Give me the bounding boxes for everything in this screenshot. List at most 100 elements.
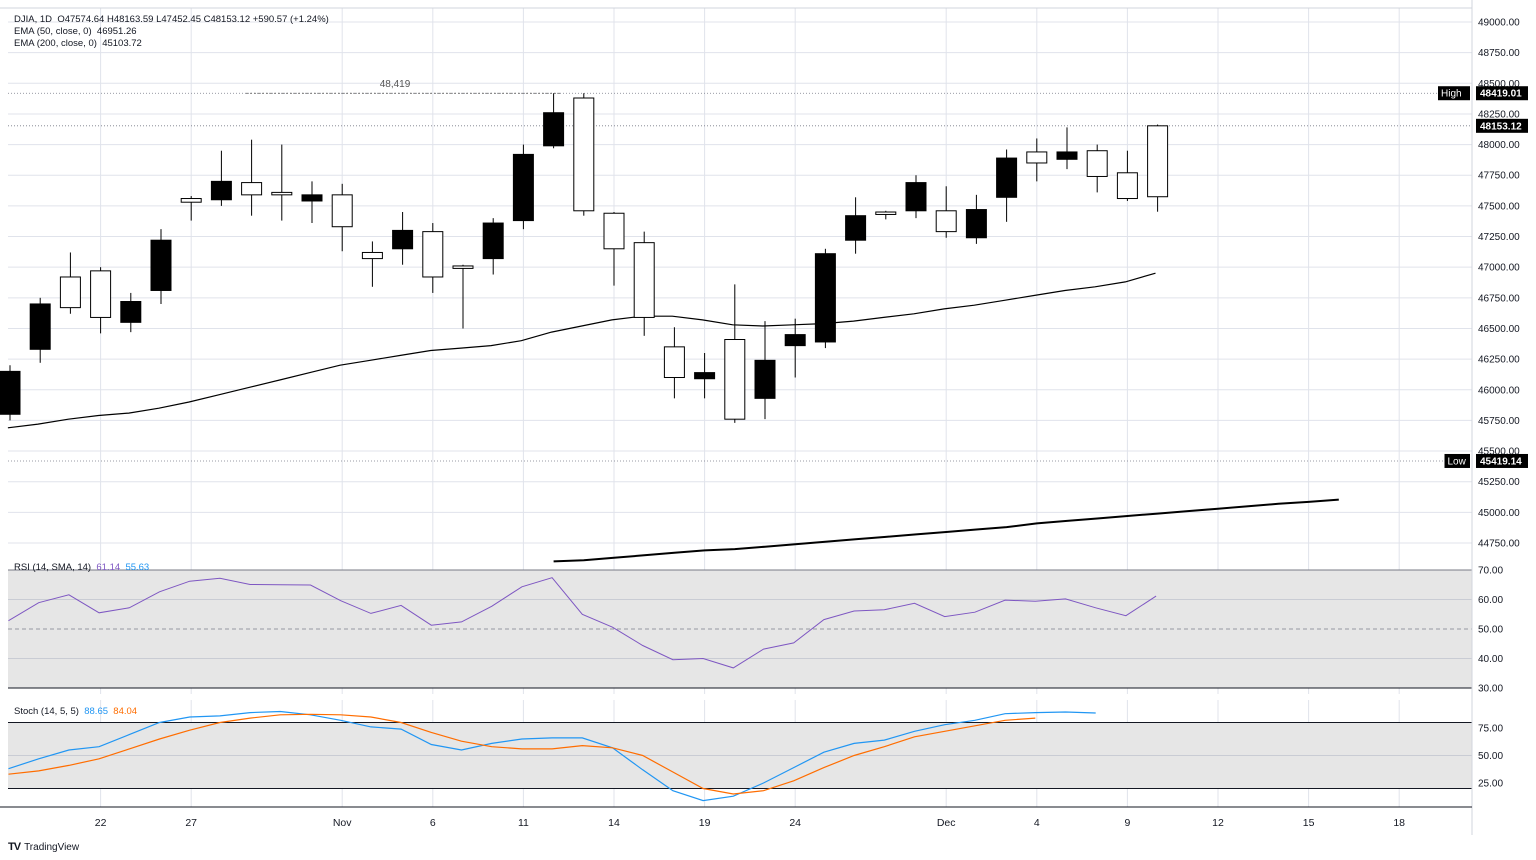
price-tick-label: 45000.00 — [1478, 508, 1520, 519]
candle-body-down — [482, 222, 504, 260]
candle-body-up — [241, 182, 263, 196]
rsi-tick-label: 50.00 — [1478, 625, 1503, 636]
ema50-legend[interactable]: EMA (50, close, 0) 46951.26 — [14, 26, 137, 38]
tradingview-logo[interactable]: TV TradingView — [8, 841, 79, 853]
candle-body-up — [663, 346, 685, 379]
price-tick-label: 47500.00 — [1478, 201, 1520, 212]
interval-label: 1D — [39, 14, 53, 25]
candle — [573, 93, 595, 216]
candle — [301, 181, 323, 224]
time-tick-label: 12 — [1212, 817, 1224, 829]
price-label-name-box — [1438, 86, 1470, 101]
time-tick-label: 19 — [699, 817, 711, 829]
rsi-ma-value: 55.63 — [125, 562, 150, 573]
candle-body-down — [301, 194, 323, 202]
time-tick-label: 18 — [1393, 817, 1405, 829]
price-tick-label: 46500.00 — [1478, 324, 1520, 335]
candle-body-down — [754, 359, 776, 399]
price-tick-label: 46000.00 — [1478, 385, 1520, 396]
price-tick-label: 46250.00 — [1478, 355, 1520, 366]
price-label-box — [1476, 453, 1528, 468]
price-tick-label: 47250.00 — [1478, 232, 1520, 243]
time-tick-label: 22 — [95, 817, 107, 829]
rsi-tick-label: 30.00 — [1478, 684, 1503, 695]
candle-body-down — [905, 182, 927, 212]
price-tick-label: 44750.00 — [1478, 539, 1520, 550]
candle — [210, 150, 232, 206]
candle-body-up — [59, 276, 81, 309]
price-tick-label: 47750.00 — [1478, 171, 1520, 182]
price-tick-label: 46750.00 — [1478, 293, 1520, 304]
candle — [392, 212, 414, 265]
candle — [271, 144, 293, 221]
candle-body-down — [120, 301, 142, 323]
price-label-name: High — [1441, 89, 1462, 100]
stoch-tick-label: 50.00 — [1478, 751, 1503, 762]
candle — [422, 223, 444, 293]
time-tick-label: 11 — [518, 817, 529, 829]
ema50-label: EMA (50, close, 0) — [14, 26, 92, 37]
ema200-legend[interactable]: EMA (200, close, 0) 45103.72 — [14, 38, 142, 50]
candle — [512, 144, 534, 230]
candle — [1116, 150, 1138, 201]
time-tick-label: 14 — [608, 817, 620, 829]
price-tick-label: 45500.00 — [1478, 447, 1520, 458]
candle — [150, 229, 172, 304]
symbol-label: DJIA — [14, 14, 35, 25]
rsi-tick-label: 60.00 — [1478, 595, 1503, 606]
time-tick-label: 24 — [789, 817, 801, 829]
time-tick-label: Nov — [333, 817, 352, 829]
candle-body-down — [29, 303, 51, 350]
candle-body-up — [633, 242, 655, 318]
price-tick-label: 48250.00 — [1478, 109, 1520, 120]
candle-body-down — [1056, 151, 1078, 160]
ema200-line — [553, 498, 1339, 563]
candle-body-down — [845, 215, 867, 241]
candle-body-up — [1116, 172, 1138, 200]
candle — [965, 194, 987, 244]
price-tick-label: 47000.00 — [1478, 263, 1520, 274]
candle — [361, 241, 383, 287]
price-tick-label: 45250.00 — [1478, 477, 1520, 488]
price-label-value: 45419.14 — [1480, 456, 1522, 467]
stoch-legend[interactable]: Stoch (14, 5, 5) 88.65 84.04 — [14, 706, 137, 718]
candle-body-up — [724, 339, 746, 420]
candle — [90, 267, 112, 334]
ema50-line — [7, 272, 1156, 429]
axes: 49000.00 48750.00 48500.00 48250.00 48000.00… — [0, 0, 1528, 835]
stoch-d-value: 84.04 — [113, 706, 138, 717]
rsi-tick-label: 70.00 — [1478, 566, 1503, 577]
rsi-tick-label: 40.00 — [1478, 654, 1503, 665]
time-tick-label: 6 — [430, 817, 436, 829]
ema50-value: 46951.26 — [96, 26, 137, 37]
candle-body-up — [331, 194, 353, 228]
candle-body-down — [784, 334, 806, 347]
candle — [603, 212, 625, 286]
tradingview-logo-text: TradingView — [24, 841, 80, 853]
oscillator-bands — [0, 569, 1472, 789]
candle — [180, 196, 202, 221]
candle — [694, 352, 716, 399]
ema200-value: 45103.72 — [102, 38, 142, 49]
candle-body-up — [452, 265, 474, 269]
candle — [1026, 138, 1048, 182]
candle-body-up — [603, 212, 625, 250]
candle — [543, 93, 565, 149]
candle — [1147, 124, 1169, 212]
candle-body-down — [0, 370, 21, 415]
price-pane[interactable]: 48,419 — [0, 79, 1472, 563]
candle-body-down — [392, 229, 414, 250]
price-tick-label: 49000.00 — [1478, 18, 1520, 29]
stoch-k-value: 88.65 — [84, 706, 109, 717]
stoch-pane[interactable] — [8, 710, 1096, 802]
candle — [663, 327, 685, 399]
rsi-legend[interactable]: RSI (14, SMA, 14) 61.14 55.63 — [14, 562, 149, 574]
stoch-tick-label: 75.00 — [1478, 724, 1503, 735]
candle-body-up — [271, 191, 293, 196]
price-tick-label: 48000.00 — [1478, 140, 1520, 151]
rsi-pane[interactable] — [8, 577, 1157, 669]
candle-body-down — [996, 157, 1018, 198]
stoch-k-line — [8, 710, 1096, 802]
rsi-line — [8, 577, 1157, 669]
